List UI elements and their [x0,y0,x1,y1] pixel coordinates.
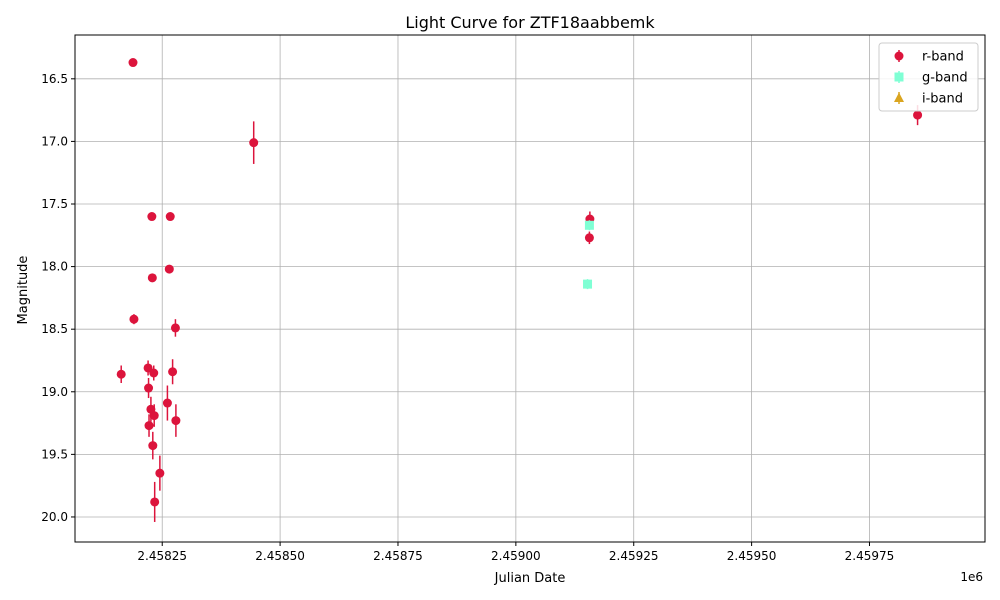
y-tick-label: 20.0 [41,510,68,524]
r-band-point [171,416,181,426]
grid-lines [75,35,985,542]
x-tick-label: 2.45850 [255,549,305,563]
r-band-point [913,110,923,120]
x-axis-offset-label: 1e6 [960,570,983,584]
x-tick-label: 2.45950 [727,549,777,563]
r-band-point [144,421,154,431]
y-tick-label: 19.0 [41,385,68,399]
g-band-legend-label: g-band [922,71,968,86]
r-band-point [148,441,158,451]
r-band-point [128,58,138,68]
r-band-point [149,411,159,421]
y-tick-label: 16.5 [41,72,68,86]
r-band-point [162,398,172,408]
r-band-point [164,264,174,274]
legend: r-band g-band i-band [878,42,979,112]
chart-title: Light Curve for ZTF18aabbemk [405,13,655,32]
i-band-legend-label: i-band [922,92,963,107]
data-points [116,58,923,522]
r-band-legend-marker [894,51,904,61]
plot-frame [74,34,986,543]
y-tick-label: 18.0 [41,260,68,274]
i-band-legend-marker [894,92,904,102]
x-tick-label: 2.45900 [491,549,541,563]
y-tick-label: 17.5 [41,197,68,211]
r-band-point [116,369,126,379]
r-band-point [165,212,175,222]
r-band-point [150,497,160,507]
r-band-point [155,468,165,478]
g-band-point [584,220,594,230]
x-tick-label: 2.45925 [609,549,659,563]
r-band-point [149,368,159,378]
legend-box [878,42,979,112]
g-band-legend-marker [894,72,904,82]
x-axis-label: Julian Date [494,571,566,586]
r-band-point [168,367,178,377]
y-tick-label: 17.0 [41,134,68,148]
y-tick-label: 18.5 [41,322,68,336]
r-band-point [144,383,154,393]
y-axis-label: Magnitude [16,256,31,325]
r-band-point [170,323,180,333]
r-band-point [147,273,157,283]
g-band-point [583,279,593,289]
r-band-point [147,212,157,222]
r-band-legend-label: r-band [922,50,964,65]
x-tick-label: 2.45975 [845,549,895,563]
x-tick-label: 2.45875 [373,549,423,563]
r-band-point [249,138,259,148]
axis-ticks: 2.45825 2.45850 2.45875 2.45900 2.45925 2.459… [41,72,894,563]
y-tick-label: 19.5 [41,447,68,461]
x-tick-label: 2.45825 [137,549,187,563]
r-band-point [584,233,594,243]
r-band-point [129,314,139,324]
